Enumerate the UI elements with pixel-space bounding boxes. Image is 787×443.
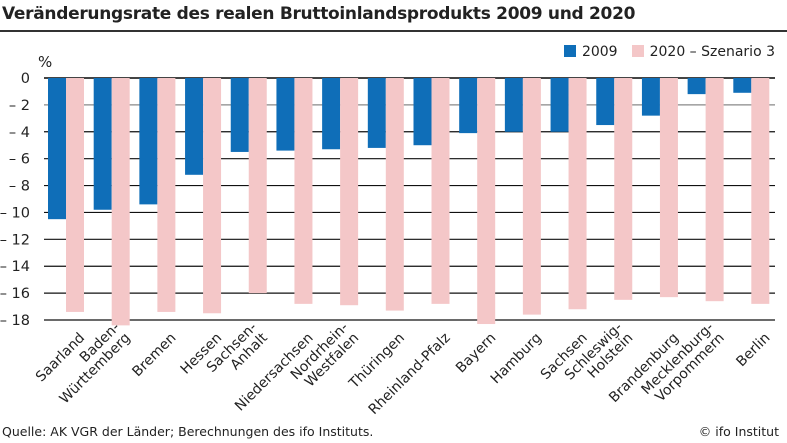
y-tick-label: – 10 <box>0 205 30 221</box>
y-tick-label: – 2 <box>9 98 30 114</box>
bar-2020 <box>294 78 313 304</box>
bar-2009 <box>641 78 660 116</box>
y-tick-label: – 16 <box>0 286 30 302</box>
bar-2020 <box>431 78 450 304</box>
y-tick-label: – 14 <box>0 259 30 275</box>
y-tick-label: – 6 <box>9 152 30 168</box>
legend-swatch <box>563 45 576 57</box>
bar-2009 <box>48 78 66 220</box>
bar-2020 <box>248 78 267 294</box>
x-tick-label-line: Berlin <box>733 330 773 370</box>
y-tick-label: – 8 <box>9 179 30 195</box>
title-divider <box>0 30 787 32</box>
bar-2020 <box>203 78 222 314</box>
legend-item-2020: 2020 – Szenario 3 <box>631 44 775 60</box>
bar-2009 <box>139 78 158 205</box>
x-tick-label-line: Rheinland-Pfalz <box>366 330 454 418</box>
y-tick-label: – 18 <box>0 313 30 329</box>
bar-2020 <box>340 78 359 306</box>
y-tick-label: – 4 <box>9 125 30 141</box>
chart-title: Veränderungsrate des realen Bruttoinland… <box>2 4 636 24</box>
x-tick-label: Bayern <box>453 330 499 376</box>
bar-2009 <box>413 78 432 146</box>
bar-2020 <box>66 78 84 312</box>
legend-label: 2009 <box>581 44 618 60</box>
bar-2009 <box>504 78 523 132</box>
legend-swatch <box>631 45 644 57</box>
bar-2009 <box>596 78 615 126</box>
legend: 2009 2020 – Szenario 3 <box>563 44 775 60</box>
x-tick-label: Berlin <box>733 330 773 370</box>
bar-2020 <box>477 78 496 325</box>
x-tick-label: Bremen <box>129 330 179 380</box>
legend-label: 2020 – Szenario 3 <box>649 44 775 60</box>
bar-2009 <box>459 78 478 134</box>
bar-2009 <box>687 78 706 95</box>
bar-2009 <box>322 78 341 150</box>
credit: © ifo Institut <box>698 424 779 439</box>
x-tick-label: Rheinland-Pfalz <box>366 330 454 418</box>
legend-item-2009: 2009 <box>563 44 618 60</box>
x-tick-label-line: Bayern <box>453 330 499 376</box>
bar-2020 <box>614 78 633 300</box>
bar-2020 <box>705 78 724 302</box>
bar-2009 <box>230 78 249 152</box>
bar-2020 <box>385 78 404 311</box>
bar-2020 <box>111 78 130 326</box>
y-tick-label: – 12 <box>0 232 30 248</box>
bar-2020 <box>522 78 541 315</box>
x-tick-label-line: Bremen <box>129 330 179 380</box>
bar-2009 <box>276 78 295 151</box>
bar-2009 <box>93 78 112 210</box>
bar-2009 <box>550 78 569 132</box>
bar-2020 <box>659 78 678 298</box>
bar-2020 <box>157 78 176 312</box>
bar-2009 <box>733 78 752 93</box>
y-axis-unit: % <box>38 53 52 71</box>
y-tick-label: 0 <box>21 71 30 87</box>
bar-2020 <box>568 78 587 310</box>
bar-2020 <box>751 78 770 304</box>
source-note: Quelle: AK VGR der Länder; Berechnungen … <box>2 424 374 439</box>
bar-2009 <box>367 78 386 148</box>
bar-2009 <box>185 78 204 175</box>
